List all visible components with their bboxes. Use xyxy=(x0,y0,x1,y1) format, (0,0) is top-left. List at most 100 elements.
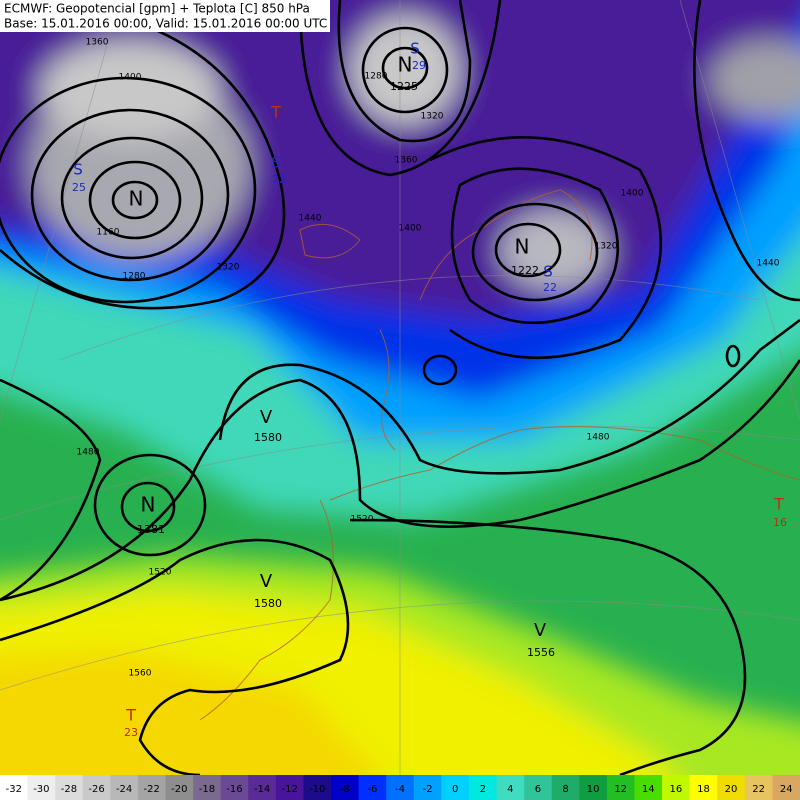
colorbar-swatch xyxy=(689,775,718,800)
center-symbol: V xyxy=(534,620,547,641)
colorbar-swatch xyxy=(55,775,84,800)
colorbar-label: 4 xyxy=(507,784,513,795)
contour xyxy=(120,481,176,533)
colorbar-swatch xyxy=(220,775,249,800)
colorbar-swatch xyxy=(193,775,222,800)
center-value: 1580 xyxy=(254,431,282,444)
colorbar-swatch xyxy=(441,775,470,800)
center-value: 23 xyxy=(124,726,138,739)
colorbar-swatch xyxy=(331,775,360,800)
contour xyxy=(494,222,562,278)
contour xyxy=(337,0,472,143)
center-value: 25 xyxy=(72,181,86,194)
center-symbol: S xyxy=(73,161,83,179)
contour-label: 1520 xyxy=(351,515,374,525)
center-symbol: T xyxy=(773,495,784,514)
contour-label: 1280 xyxy=(365,72,388,82)
colorbar-swatch xyxy=(275,775,304,800)
colorbar-swatch xyxy=(496,775,525,800)
colorbar-label: -4 xyxy=(395,784,405,795)
colorbar-swatch xyxy=(303,775,332,800)
contour xyxy=(111,180,159,220)
colorbar-swatch xyxy=(110,775,139,800)
contour-label: 1400 xyxy=(621,189,644,199)
colorbar-label: -30 xyxy=(33,784,49,795)
contour xyxy=(725,344,741,368)
coastline xyxy=(299,223,361,259)
colorbar-swatch xyxy=(579,775,608,800)
colorbar-label: 6 xyxy=(535,784,541,795)
field-cold-2 xyxy=(40,40,220,140)
contour xyxy=(361,26,449,114)
center-symbol: N xyxy=(398,53,413,77)
contour-label: 1520 xyxy=(149,568,172,578)
colorbar-label: 2 xyxy=(480,784,486,795)
contour xyxy=(60,136,204,260)
center-symbol: V xyxy=(260,407,273,428)
colorbar-label: 0 xyxy=(452,784,458,795)
colorbar-swatch xyxy=(717,775,746,800)
grat-line xyxy=(679,0,800,421)
center-value: 29 xyxy=(412,59,426,72)
colorbar-label: 22 xyxy=(752,784,765,795)
center-value: 1580 xyxy=(254,597,282,610)
colorbar-swatch xyxy=(165,775,194,800)
coastline xyxy=(329,426,800,501)
colorbar-swatch xyxy=(524,775,553,800)
center-value: 1222 xyxy=(511,264,539,277)
colorbar-label: -10 xyxy=(309,784,325,795)
coastlines xyxy=(199,189,800,721)
colorbar-swatch xyxy=(744,775,773,800)
contour-label: 1160 xyxy=(97,228,120,238)
colorbar-label: -22 xyxy=(144,784,160,795)
center-value: 1381 xyxy=(137,523,165,536)
field-cold-5 xyxy=(710,40,800,120)
contour xyxy=(422,354,458,386)
contour xyxy=(0,538,350,775)
center-value: 1556 xyxy=(527,646,555,659)
colorbar-label: -18 xyxy=(199,784,215,795)
contour-label: 1440 xyxy=(757,259,780,269)
contours xyxy=(0,0,800,775)
colorbar-label: -12 xyxy=(281,784,297,795)
colorbar-label: 24 xyxy=(780,784,793,795)
contour xyxy=(298,0,502,177)
coastline xyxy=(199,499,334,721)
center-value: 22 xyxy=(543,281,557,294)
colorbar-label: -16 xyxy=(226,784,242,795)
contour xyxy=(429,136,663,360)
center-value: 22 xyxy=(272,173,286,186)
contour-label: 1320 xyxy=(421,112,444,122)
colorbar-label: -24 xyxy=(116,784,132,795)
contour xyxy=(471,202,599,302)
colorbar-swatch xyxy=(27,775,56,800)
colorbar-label: -14 xyxy=(254,784,270,795)
contour-label: 1360 xyxy=(395,156,418,166)
header-box xyxy=(0,0,330,32)
colorbar-swatch xyxy=(137,775,167,800)
coastline xyxy=(379,329,396,451)
header-subtitle: Base: 15.01.2016 00:00, Valid: 15.01.201… xyxy=(4,17,327,31)
contour xyxy=(218,318,800,475)
colorbar-swatch xyxy=(772,775,800,800)
colorbar-swatch xyxy=(248,775,277,800)
contour xyxy=(0,76,257,304)
contour-label: 1280 xyxy=(123,272,146,282)
contour xyxy=(0,378,102,602)
colorbar-label: -20 xyxy=(171,784,187,795)
contour-label: 1400 xyxy=(399,224,422,234)
colorbar-label: 18 xyxy=(697,784,710,795)
center-symbol: S xyxy=(271,154,281,172)
colorbar-label: 8 xyxy=(562,784,568,795)
colorbar-label: 12 xyxy=(614,784,627,795)
colorbar-swatch xyxy=(662,775,691,800)
grat-line xyxy=(59,275,761,361)
contour-label: 1440 xyxy=(299,214,322,224)
colorbar-swatch xyxy=(606,775,635,800)
colorbar-label: -2 xyxy=(423,784,433,795)
contour xyxy=(93,453,207,557)
graticule xyxy=(0,0,800,775)
